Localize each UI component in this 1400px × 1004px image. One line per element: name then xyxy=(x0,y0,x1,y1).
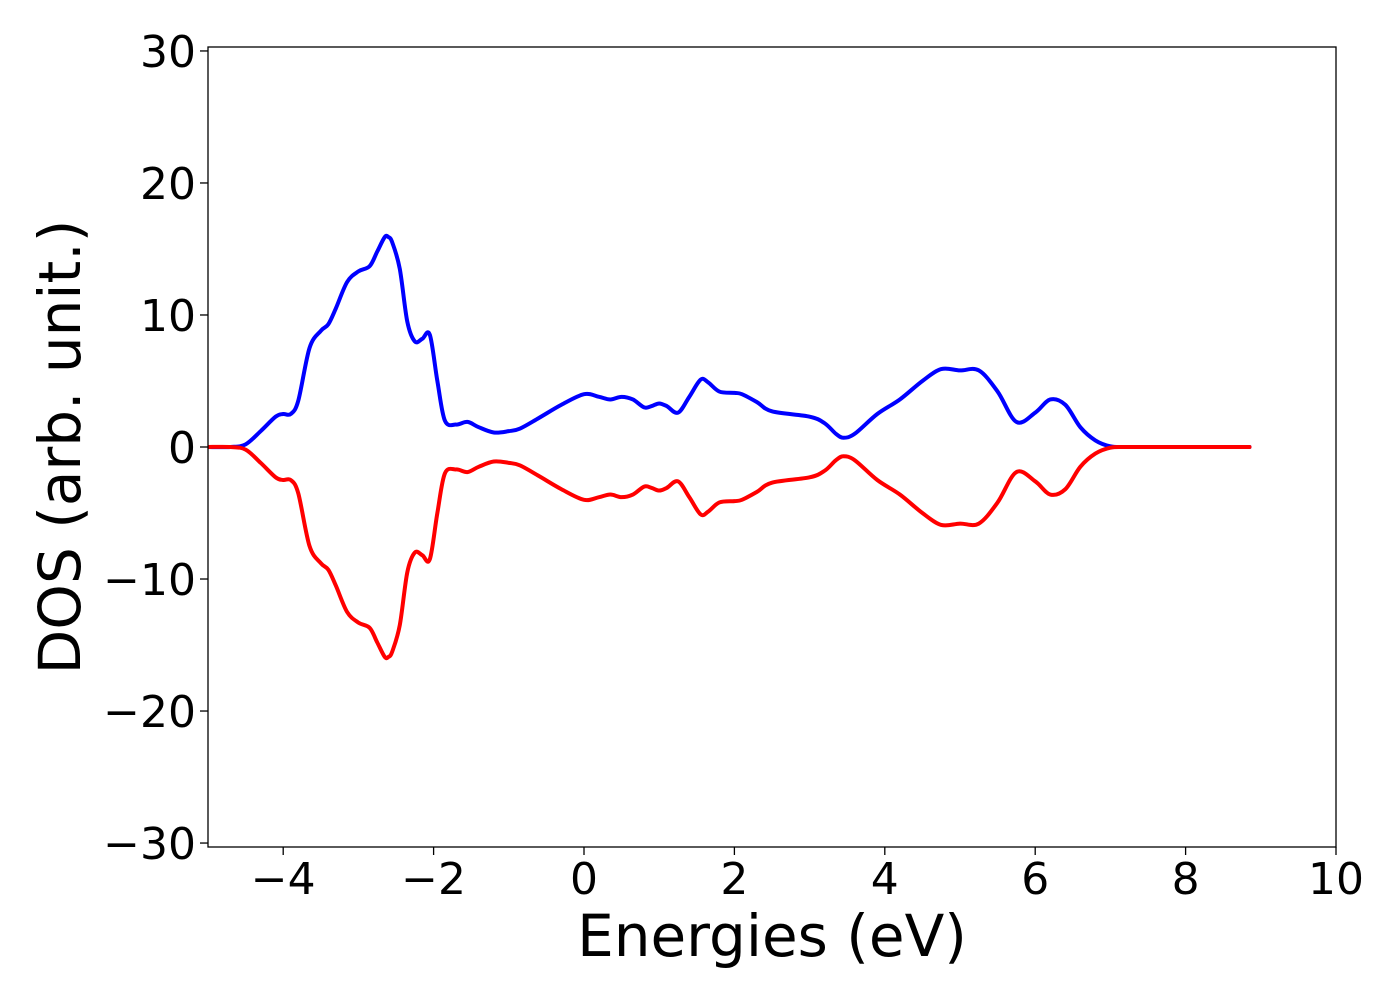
x-axis-ticks: −4 −2 0 2 4 6 8 10 xyxy=(251,847,1364,905)
y-tick-label: −30 xyxy=(103,819,196,870)
x-tick-label: 8 xyxy=(1172,854,1200,905)
y-axis-ticks: 30 20 10 0 −10 −20 −30 xyxy=(103,27,208,870)
y-tick-label: 0 xyxy=(168,423,196,474)
x-tick-label: 2 xyxy=(720,854,748,905)
y-axis-title: DOS (arb. unit.) xyxy=(26,220,94,675)
x-tick-label: 10 xyxy=(1308,854,1364,905)
series-layer xyxy=(208,233,1252,661)
series-line-2 xyxy=(208,444,1252,661)
y-tick-label: −20 xyxy=(103,687,196,738)
x-tick-label: 4 xyxy=(871,854,899,905)
x-tick-label: −2 xyxy=(401,854,466,905)
x-tick-label: 0 xyxy=(570,854,598,905)
y-tick-label: 10 xyxy=(140,291,196,342)
x-tick-label: −4 xyxy=(251,854,316,905)
series-line-1 xyxy=(208,233,1252,450)
x-tick-label: 6 xyxy=(1021,854,1049,905)
y-tick-label: 30 xyxy=(140,27,196,78)
x-axis-title: Energies (eV) xyxy=(577,902,967,970)
y-tick-label: 20 xyxy=(140,159,196,210)
y-tick-label: −10 xyxy=(103,555,196,606)
